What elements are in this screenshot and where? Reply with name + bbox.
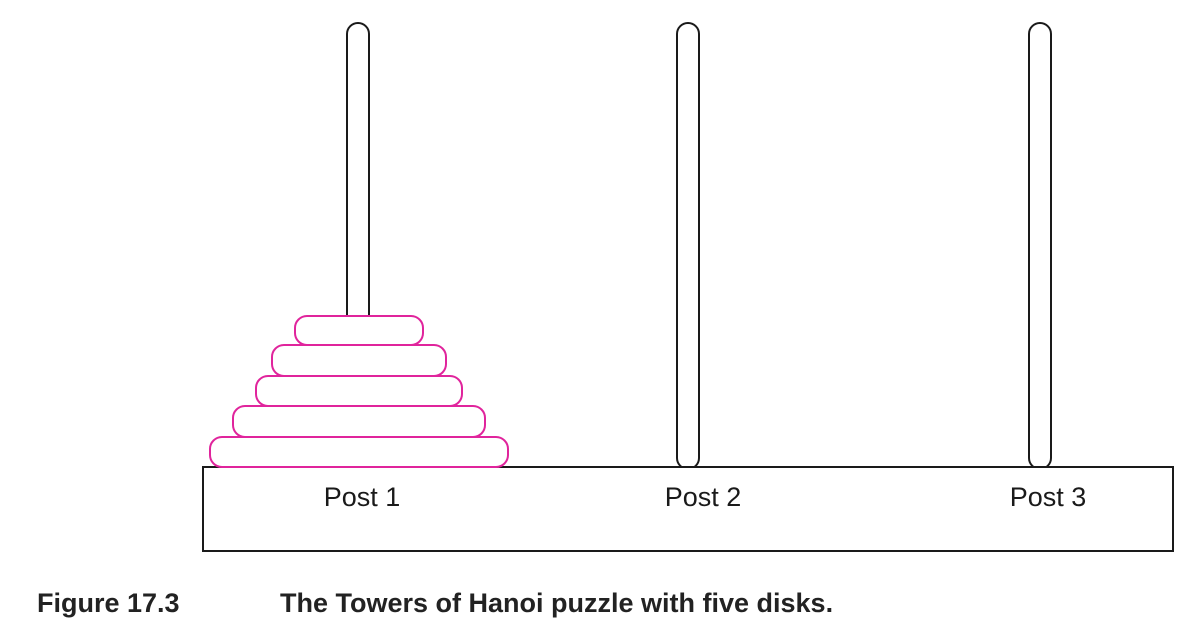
post-3-rod (1028, 22, 1052, 470)
figure-caption: Figure 17.3 The Towers of Hanoi puzzle wi… (37, 588, 833, 619)
base-platform (202, 466, 1174, 552)
post-1-label: Post 1 (324, 482, 401, 512)
disk-5 (209, 436, 509, 468)
disk-4 (232, 405, 486, 438)
figure-caption-text: The Towers of Hanoi puzzle with five dis… (280, 588, 834, 618)
post-2-rod (676, 22, 700, 470)
post-2-label: Post 2 (665, 482, 742, 512)
post-3-label: Post 3 (1010, 482, 1087, 512)
figure-number: Figure 17.3 (37, 588, 180, 618)
disk-2 (271, 344, 447, 377)
disk-3 (255, 375, 463, 407)
disk-1 (294, 315, 424, 346)
